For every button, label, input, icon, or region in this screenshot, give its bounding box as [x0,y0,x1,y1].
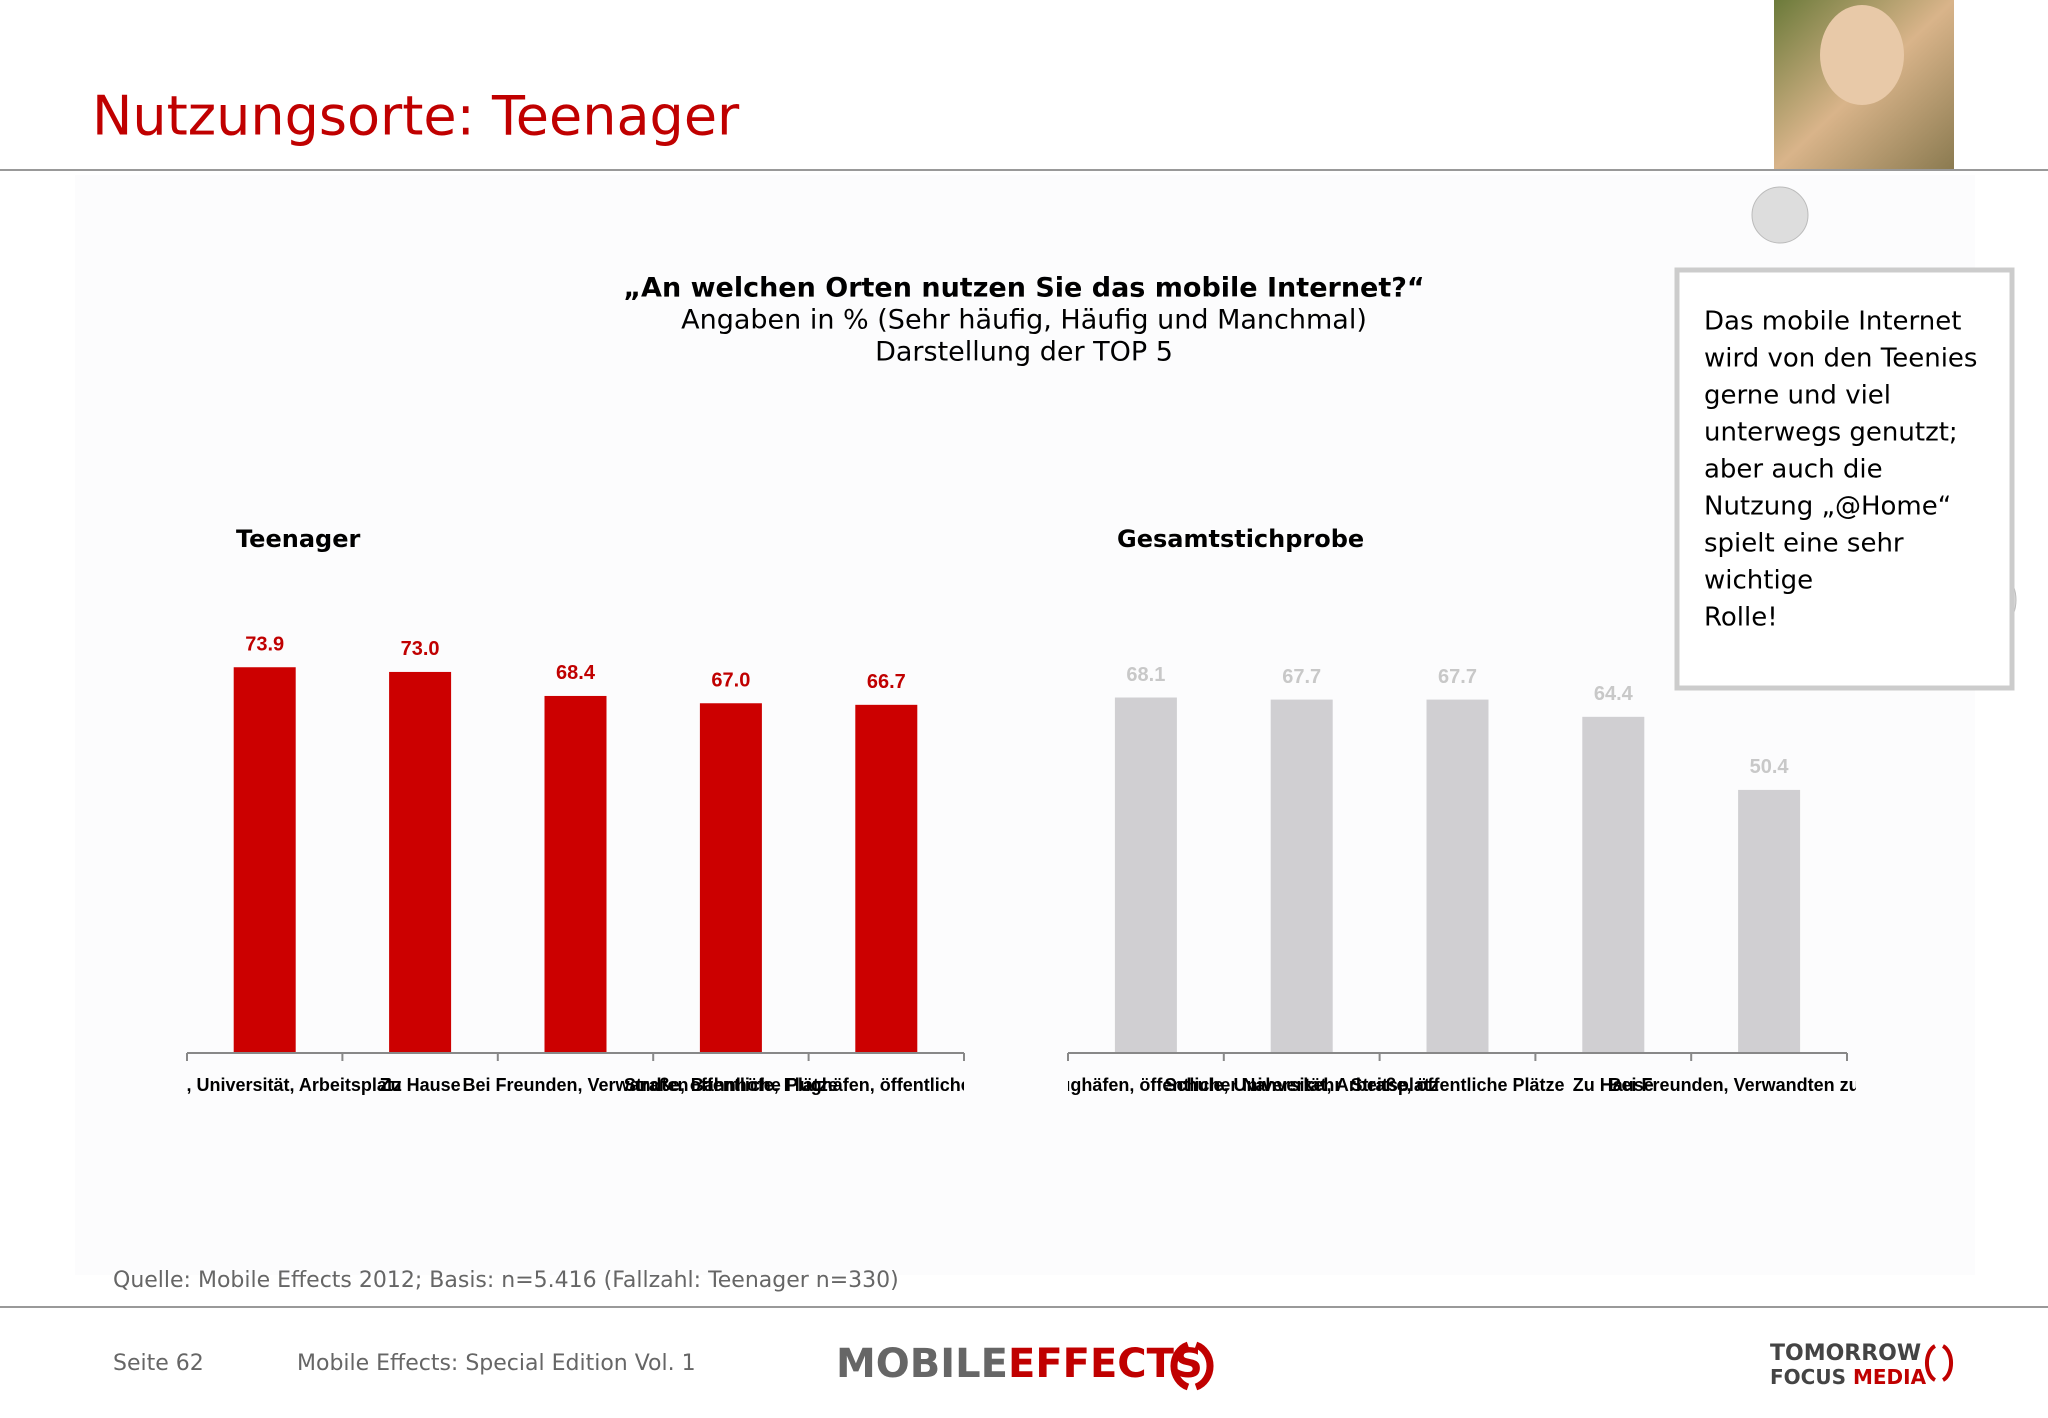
callout-line: gerne und viel [1704,381,1891,411]
page-title: Nutzungsorte: Teenager [92,85,740,148]
publication: Mobile Effects: Special Edition Vol. 1 [297,1351,696,1376]
category-label: Zu Hause [380,1075,461,1095]
logo-mark [1170,1341,1214,1391]
category-label: Bahnhöfe, Flughäfen, öffentlicher Nahver… [950,1075,1341,1095]
source: Quelle: Mobile Effects 2012; Basis: n=5.… [113,1268,899,1293]
callout-line: spielt eine sehr [1704,529,1904,559]
logo-right: FOCUS MEDIA [1770,1365,1927,1389]
bar [1582,716,1645,1053]
value-label: 73.0 [401,638,440,660]
chart-title: Teenager [236,525,360,553]
logo-right: TOMORROW [1770,1341,1921,1366]
callout-line: aber auch die [1704,455,1883,485]
bar [699,703,762,1053]
logo-part: MEDIA [1853,1365,1927,1389]
logo-part: EFFECTS [1008,1341,1203,1387]
subtitle: Angaben in % (Sehr häufig, Häufig und Ma… [681,305,1367,336]
callout-line: wichtige [1704,566,1813,596]
bar [544,695,607,1053]
photo-face [1820,5,1904,105]
value-label: 67.7 [1282,666,1321,688]
value-label: 67.7 [1438,666,1477,688]
bar [1114,697,1177,1053]
logo-part: FOCUS [1770,1365,1846,1389]
logo-mark [1924,1344,1954,1382]
bar [233,667,296,1053]
category-label: Zu Hause [1573,1075,1654,1095]
bar [1270,699,1333,1053]
value-label: 68.1 [1126,664,1165,686]
subtitle: Darstellung der TOP 5 [875,337,1173,368]
callout-line: Das mobile Internet [1704,307,1961,337]
value-label: 67.0 [711,670,750,692]
page-number: Seite 62 [113,1351,204,1376]
category-label: Schule, Universität, Arbeitsplatz [127,1075,401,1095]
callout-line: unterwegs genutzt; [1704,418,1958,448]
value-label: 66.7 [867,671,906,693]
value-label: 68.4 [556,662,596,684]
callout [1674,186,2017,691]
bar [855,704,918,1053]
figure-head [1751,186,1809,244]
bar [389,671,452,1053]
bar [1738,789,1801,1053]
value-label: 73.9 [245,634,284,656]
bar [1426,699,1489,1053]
category-labels: Bahnhöfe, Flughäfen, öffentlicher Nahver… [950,1075,1930,1095]
callout-line: wird von den Teenies [1704,344,1977,374]
logo-part: MOBILE [836,1341,1008,1387]
category-label: Schule, Universität, Arbeitsplatz [1164,1075,1438,1095]
question: „An welchen Orten nutzen Sie das mobile … [623,273,1424,304]
category-label: Bahnhöfe, Flughäfen, öffentlicher Nahver… [691,1075,1082,1095]
callout-line: Rolle! [1704,603,1778,633]
value-label: 64.4 [1594,683,1634,705]
category-label: Straße, öffentliche Plätze [624,1075,838,1095]
logo: MOBILEEFFECTS [836,1341,1203,1387]
callout-line: Nutzung „@Home“ [1704,492,1951,522]
category-label: Straße, öffentliche Plätze [1350,1075,1564,1095]
value-label: 50.4 [1750,756,1790,778]
callout-box [1674,267,2015,691]
chart-title: Gesamtstichprobe [1117,525,1364,553]
category-label: Bei Freunden, Verwandten zu Besuch [1609,1075,1930,1095]
category-label: Bei Freunden, Verwandten [462,1075,688,1095]
